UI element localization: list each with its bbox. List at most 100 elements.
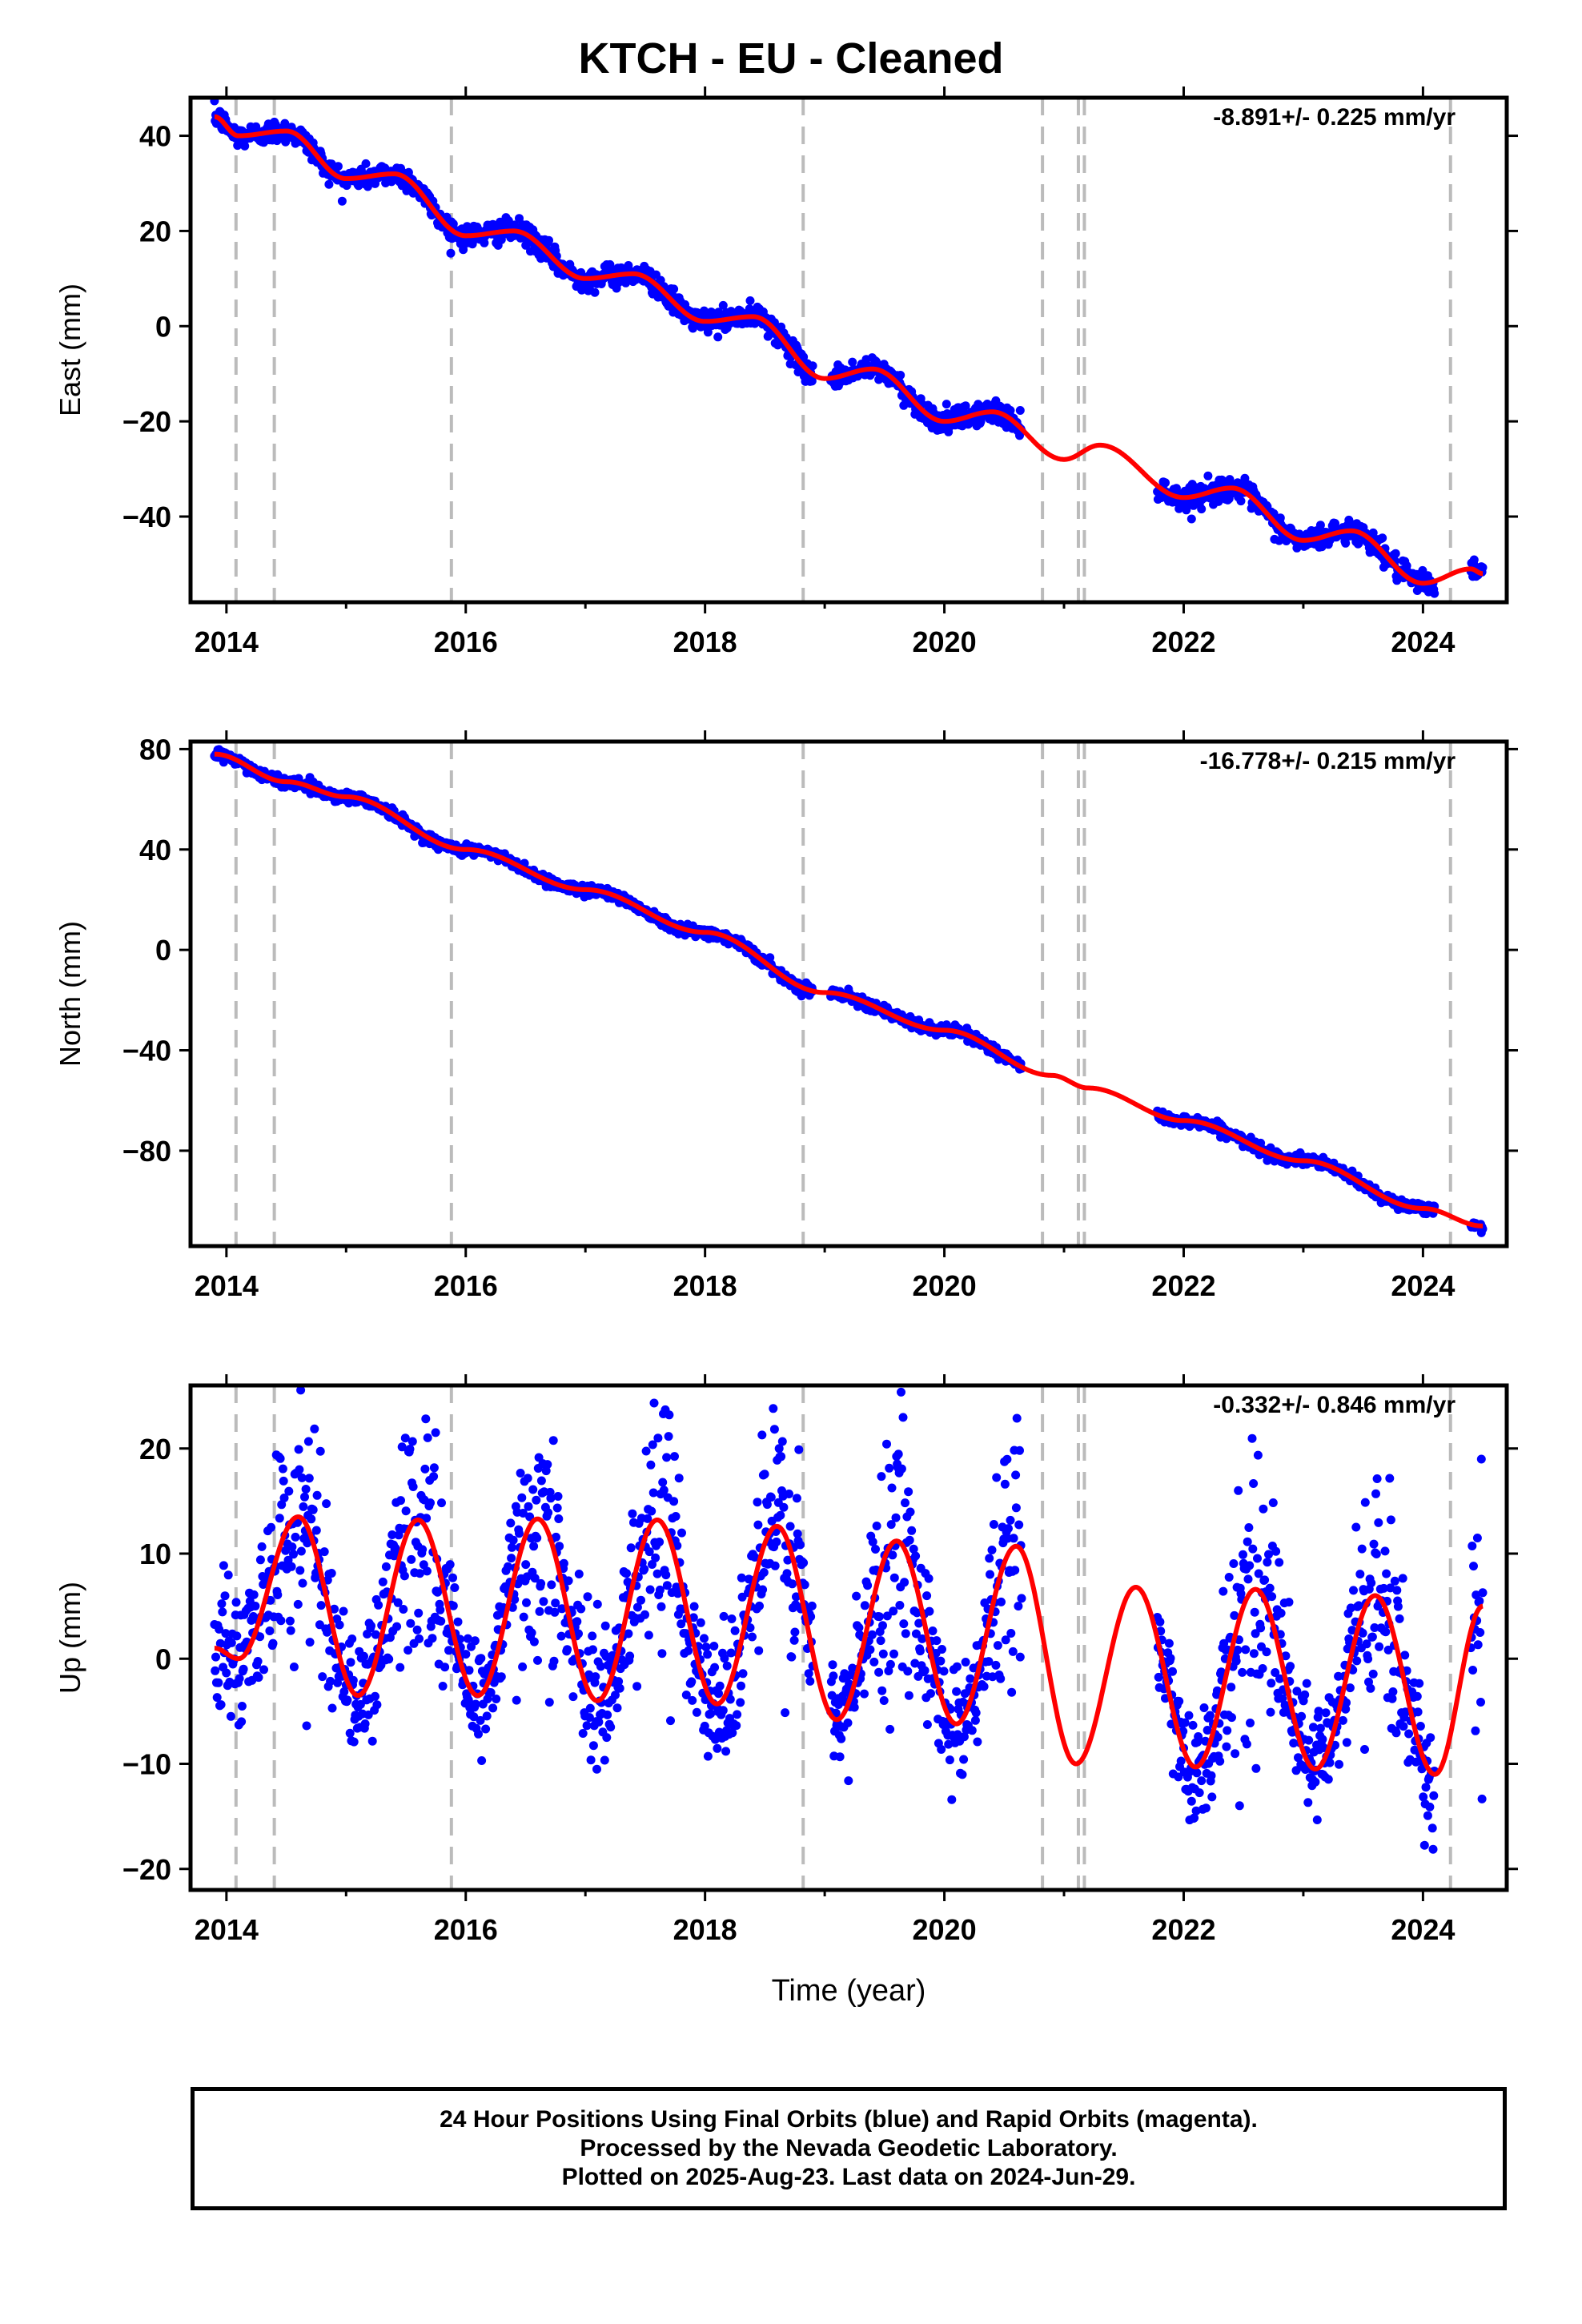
data-point — [885, 1463, 894, 1473]
data-point — [1390, 1576, 1399, 1586]
data-point — [897, 1387, 905, 1397]
data-point — [877, 1472, 886, 1482]
x-tick-label: 2018 — [673, 1269, 737, 1302]
data-point — [640, 1610, 649, 1619]
data-point — [476, 1654, 486, 1663]
data-point — [237, 1702, 247, 1711]
data-point — [837, 1734, 846, 1743]
data-point — [757, 1430, 767, 1440]
data-point — [1400, 1651, 1410, 1660]
data-point — [652, 1352, 661, 1361]
data-point — [507, 1542, 516, 1552]
data-point — [1014, 1360, 1022, 1369]
data-point — [872, 1522, 881, 1530]
data-point — [748, 1632, 757, 1642]
data-point — [1302, 1679, 1311, 1688]
data-point — [438, 1682, 448, 1691]
data-point — [372, 1700, 382, 1710]
data-point — [961, 1658, 970, 1667]
data-point — [1223, 1726, 1232, 1735]
data-point — [979, 1682, 989, 1691]
data-point — [636, 1595, 645, 1605]
data-point — [1386, 1515, 1395, 1525]
data-point — [359, 1651, 368, 1661]
data-point — [405, 1445, 415, 1454]
data-point — [1268, 1498, 1278, 1507]
data-point — [885, 1659, 895, 1669]
data-point — [1174, 1696, 1184, 1706]
data-point — [721, 1747, 731, 1756]
data-point — [1392, 1586, 1402, 1595]
data-point — [928, 1626, 938, 1635]
data-point — [952, 1662, 962, 1671]
data-point — [259, 1665, 268, 1675]
data-point — [1014, 1602, 1023, 1611]
data-point — [481, 1724, 491, 1734]
data-point — [796, 1540, 805, 1550]
data-point — [772, 1537, 781, 1546]
data-point — [251, 1602, 260, 1610]
data-point — [794, 1445, 804, 1454]
data-point — [480, 238, 489, 247]
data-point — [1002, 1454, 1012, 1464]
x-tick-label: 2014 — [195, 1269, 259, 1302]
data-point — [849, 1703, 859, 1712]
data-point — [267, 1522, 276, 1532]
data-point — [1381, 1627, 1391, 1637]
data-point — [657, 1649, 667, 1659]
data-point — [216, 1700, 226, 1710]
data-point — [658, 1478, 668, 1487]
data-point — [1355, 1570, 1365, 1579]
data-point — [548, 1436, 558, 1445]
data-point — [727, 1614, 737, 1623]
data-point — [730, 1626, 740, 1635]
data-point — [1321, 1708, 1331, 1718]
data-point — [273, 1590, 283, 1599]
data-point — [753, 1520, 763, 1530]
data-point — [677, 1528, 686, 1538]
data-point — [347, 1634, 357, 1643]
data-point — [423, 1433, 432, 1442]
data-point — [516, 1469, 525, 1478]
data-point — [844, 1776, 853, 1786]
data-point — [559, 1558, 568, 1568]
data-point — [942, 400, 951, 409]
data-point — [901, 1498, 909, 1508]
data-point — [641, 1446, 651, 1456]
data-point — [719, 1611, 729, 1621]
x-tick-label: 2014 — [195, 625, 259, 658]
data-point — [367, 1621, 375, 1630]
data-point — [997, 1597, 1006, 1606]
data-point — [240, 141, 250, 151]
data-point — [592, 1599, 602, 1609]
data-point — [869, 1657, 879, 1667]
data-point — [1357, 1544, 1367, 1554]
data-point — [412, 1625, 422, 1634]
panel-frame — [188, 95, 1509, 605]
data-point — [311, 1526, 321, 1535]
data-point — [777, 1452, 786, 1462]
data-point — [1297, 1711, 1307, 1721]
data-point — [496, 1672, 506, 1682]
data-point — [732, 1721, 741, 1731]
data-point — [1240, 473, 1250, 483]
data-point — [770, 1561, 780, 1570]
data-point — [879, 1696, 889, 1705]
data-point — [835, 1752, 845, 1762]
data-point — [900, 1578, 909, 1587]
data-point — [626, 1543, 636, 1553]
data-point — [1017, 1594, 1026, 1603]
data-point — [1323, 1775, 1333, 1784]
data-point — [1265, 1583, 1275, 1593]
data-point — [544, 1698, 554, 1707]
plot-area — [210, 742, 1488, 1246]
data-point — [1469, 555, 1479, 565]
data-point — [588, 1645, 597, 1655]
data-point — [1247, 1433, 1257, 1443]
data-point — [285, 1616, 295, 1626]
data-point — [790, 1627, 800, 1637]
data-point — [1276, 1608, 1286, 1618]
data-point — [1385, 1474, 1395, 1483]
data-point — [959, 1755, 969, 1764]
data-point — [922, 1591, 932, 1601]
